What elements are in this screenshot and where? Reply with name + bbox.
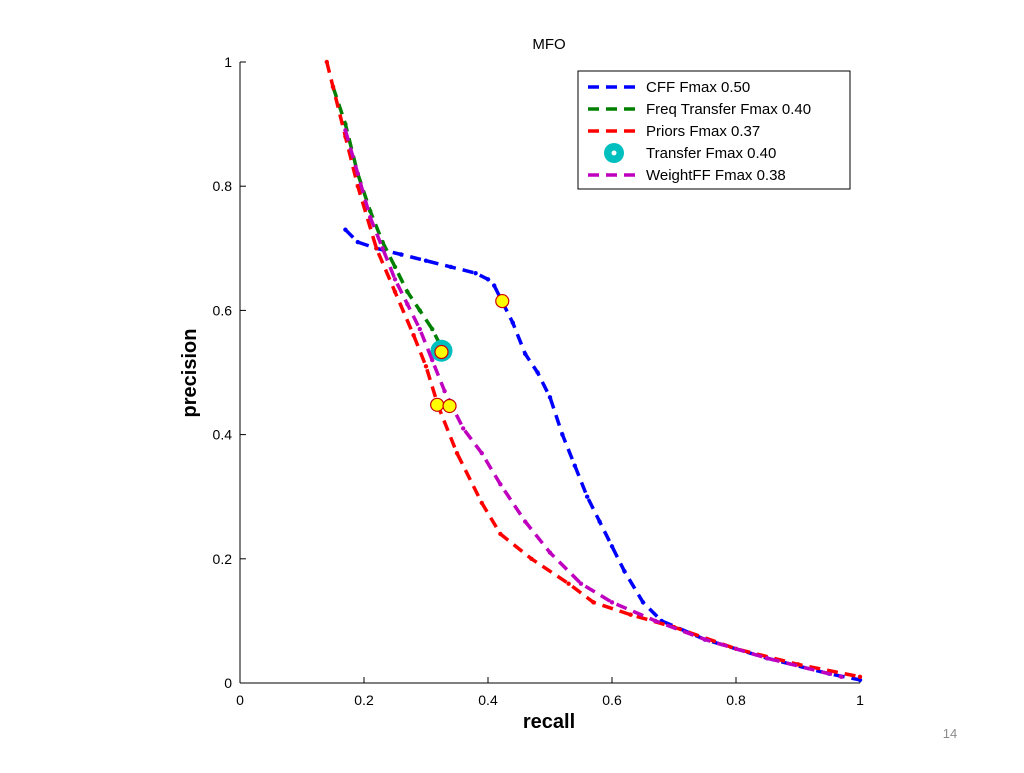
cff-data-point	[473, 270, 478, 276]
fmax-markers	[430, 293, 510, 414]
priors-data-point	[529, 556, 534, 561]
freq-data-point	[405, 289, 410, 294]
priors-data-point	[857, 674, 863, 679]
legend-label: Freq Transfer Fmax 0.40	[646, 101, 811, 118]
weightff-data-point	[430, 357, 435, 363]
priors-data-point	[454, 451, 460, 456]
freq-data-point	[343, 121, 348, 127]
weightff-data-point	[392, 277, 398, 282]
x-tick-label: 1	[856, 692, 864, 708]
priors-data-point	[411, 333, 416, 338]
x-tick-label: 0.4	[478, 692, 498, 708]
priors-data-point	[591, 600, 596, 605]
weightff-data-point	[578, 581, 584, 586]
legend-label: WeightFF Fmax 0.38	[646, 167, 786, 184]
cff-data-point	[535, 370, 540, 375]
freq-data-point	[417, 308, 422, 313]
weightff-data-point	[609, 600, 615, 605]
freq-data-point	[368, 208, 373, 214]
fmax-marker	[442, 398, 457, 414]
priors-data-point	[423, 364, 429, 369]
priors-data-point	[498, 531, 503, 537]
weightff-data-point	[355, 171, 360, 176]
fmax-marker	[434, 344, 449, 360]
axes: 0 0.2 0.4 0.6 0.8 1 0 0.2 0.4 0.6 0.8 1	[213, 54, 865, 708]
weightff-data-point	[764, 655, 770, 661]
x-tick-label: 0	[236, 692, 244, 708]
y-tick-label: 0.4	[213, 427, 233, 443]
cff-series-line	[344, 228, 861, 682]
y-tick-label: 0.6	[213, 302, 233, 318]
fmax-marker	[495, 293, 510, 309]
x-tick-label: 0.6	[602, 692, 622, 708]
freq-data-point	[430, 326, 435, 332]
y-axis-title: precision	[179, 329, 201, 418]
freq-series-line	[331, 86, 440, 343]
priors-data-point	[324, 59, 329, 65]
weightff-data-point	[479, 451, 484, 456]
x-tick-label: 0.8	[726, 692, 746, 708]
cff-data-point	[510, 320, 515, 326]
legend-label: Priors Fmax 0.37	[646, 123, 760, 140]
weightff-data-point	[498, 482, 503, 487]
weightff-data-point	[380, 246, 385, 251]
cff-data-point	[597, 519, 602, 524]
cff-data-point	[485, 277, 491, 282]
cff-data-point	[492, 283, 497, 288]
priors-data-point	[392, 289, 398, 294]
cff-data-point	[399, 252, 404, 257]
legend-box	[577, 70, 851, 190]
weightff-data-point	[839, 674, 844, 679]
priors-data-point	[355, 184, 360, 189]
cff-data-point	[343, 227, 348, 232]
weightff-data-point	[368, 215, 373, 220]
cff-data-point	[609, 544, 615, 549]
x-tick-label: 0.2	[354, 692, 374, 708]
cff-data-point	[572, 463, 577, 468]
cff-data-point	[560, 432, 565, 437]
legend-label: CFF Fmax 0.50	[646, 79, 750, 96]
weightff-data-point	[547, 550, 553, 555]
cff-data-point	[448, 264, 453, 270]
weightff-data-point	[343, 128, 348, 133]
priors-data-point	[330, 84, 336, 90]
priors-data-point	[374, 246, 379, 251]
cff-data-point	[585, 494, 590, 499]
legend-label: Transfer Fmax 0.40	[646, 145, 776, 162]
chart-title: MFO	[532, 36, 565, 53]
weightff-data-point	[523, 519, 528, 524]
weightff-data-point	[405, 301, 410, 307]
fmax-marker	[430, 397, 445, 412]
weightff-data-point	[442, 388, 447, 394]
series-layer	[324, 59, 863, 683]
weightff-series-line	[343, 129, 842, 679]
weightff-data-point	[461, 426, 466, 431]
priors-data-point	[479, 500, 484, 506]
cff-data-point	[547, 395, 553, 400]
priors-data-point	[566, 581, 571, 586]
cff-data-point	[640, 600, 646, 605]
legend-marker-center	[611, 150, 617, 156]
cff-data-point	[622, 569, 627, 574]
cff-data-point	[355, 239, 360, 245]
priors-data-point	[628, 612, 633, 617]
cff-data-point	[857, 677, 863, 683]
y-tick-label: 1	[224, 54, 232, 70]
priors-series-line	[325, 61, 861, 679]
slide-number: 14	[942, 726, 958, 741]
y-tick-label: 0.8	[213, 178, 233, 194]
freq-data-point	[392, 264, 398, 270]
y-tick-label: 0.2	[213, 551, 233, 567]
x-axis-title: recall	[523, 711, 575, 733]
weightff-data-point	[653, 618, 658, 624]
cff-data-point	[423, 258, 429, 263]
legend: CFF Fmax 0.50 Freq Transfer Fmax 0.40 Prio…	[577, 70, 851, 190]
weightff-data-point	[417, 326, 422, 332]
cff-data-point	[523, 351, 528, 357]
y-tick-label: 0	[224, 675, 232, 691]
weightff-data-point	[702, 637, 708, 642]
